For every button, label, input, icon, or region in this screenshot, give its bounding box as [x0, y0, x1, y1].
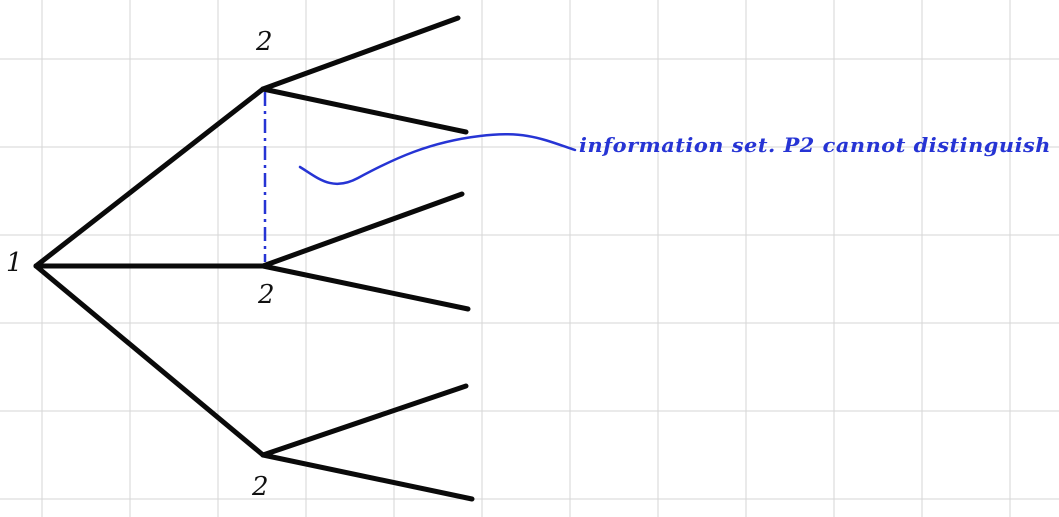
- root-node-label: 1: [6, 248, 23, 278]
- top-node-label: 2: [255, 27, 273, 57]
- branch-top-down: [260, 86, 469, 135]
- middle-node-label: 2: [257, 280, 275, 310]
- player2-branches: [260, 15, 475, 502]
- branch-bottom-up: [260, 383, 469, 458]
- player1-branches: [33, 86, 266, 458]
- branch-middle-up: [260, 191, 465, 269]
- branch-top-up: [260, 15, 461, 92]
- annotation-connector: [298, 132, 577, 186]
- branch-root-bottom: [33, 263, 266, 458]
- branch-root-top: [33, 86, 266, 269]
- branch-middle-down: [260, 263, 471, 312]
- bottom-node-label: 2: [251, 472, 269, 502]
- branch-bottom-down: [260, 452, 475, 502]
- annotation-text: information set. P2 cannot distinguish: [579, 133, 1051, 157]
